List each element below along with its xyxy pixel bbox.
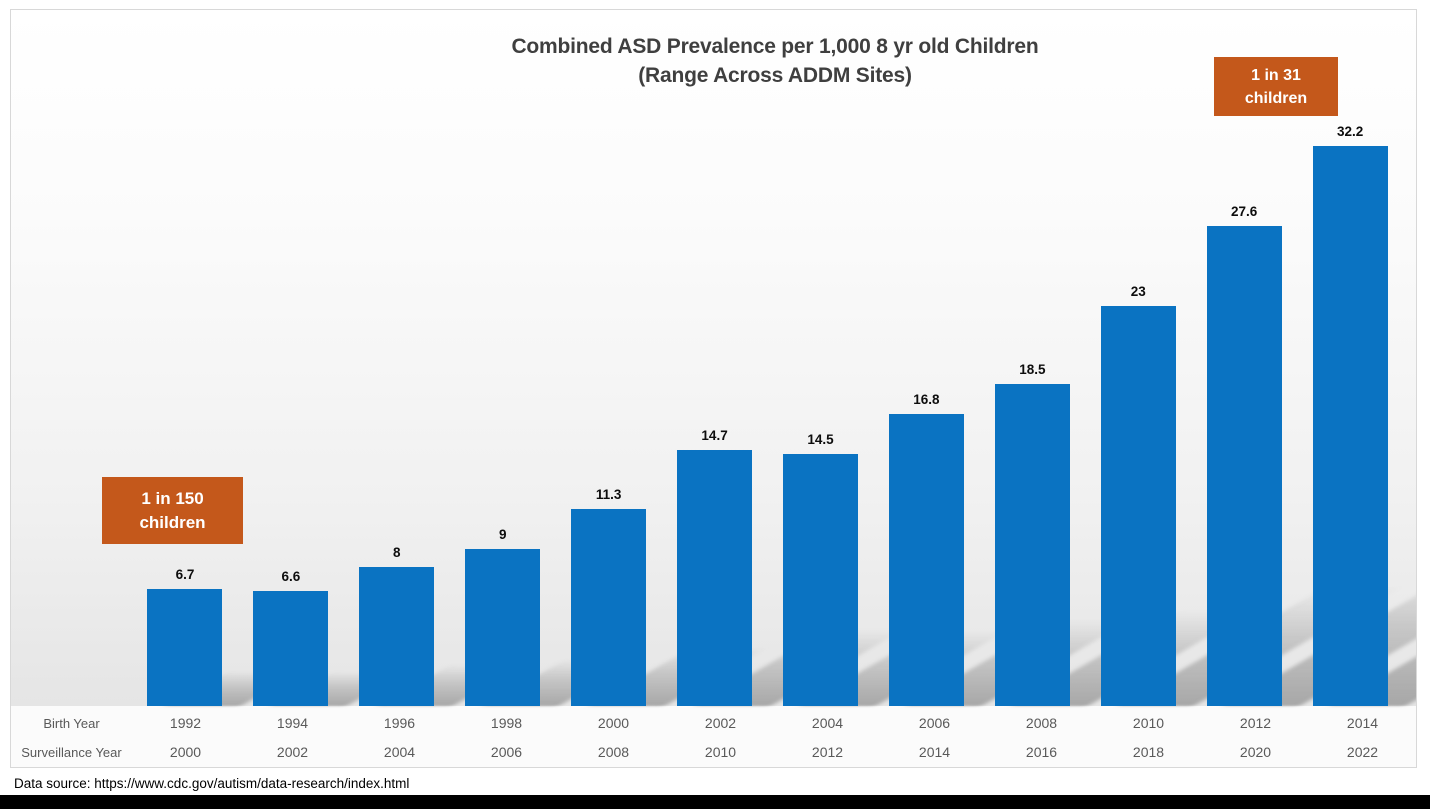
birth-year-row: Birth Year 1992 1994 1996 1998 2000 2002 2004 2… xyxy=(11,709,1416,737)
bar xyxy=(888,414,964,706)
surveillance-year-cell: 2006 xyxy=(490,744,523,760)
chart-title-line2: (Range Across ADDM Sites) xyxy=(638,64,912,87)
birth-year-cell: 2010 xyxy=(1132,715,1165,731)
bar-column: 8 xyxy=(344,10,526,706)
bar-value-label: 14.7 xyxy=(701,428,728,443)
surveillance-year-cell: 2016 xyxy=(1025,744,1058,760)
bar-column: 14.5 xyxy=(768,10,1008,706)
bar-value-label: 8 xyxy=(393,545,401,560)
birth-year-cell: 1994 xyxy=(276,715,309,731)
surveillance-year-cell: 2008 xyxy=(597,744,630,760)
bar-column: 32.2 xyxy=(1297,10,1416,706)
birth-year-cell: 2014 xyxy=(1346,715,1379,731)
bar xyxy=(1312,146,1388,706)
axis-table-background xyxy=(11,706,1416,767)
bar-value-label: 23 xyxy=(1130,284,1146,299)
bar-value-label: 27.6 xyxy=(1231,204,1258,219)
bar-column: 27.6 xyxy=(1191,10,1416,706)
bar xyxy=(994,384,1070,706)
callout-1-in-150: 1 in 150 children xyxy=(102,477,243,544)
bar-value-label: 6.6 xyxy=(281,569,301,584)
bar-value-label: 14.5 xyxy=(807,432,834,447)
bar xyxy=(1100,306,1176,706)
bar xyxy=(465,549,541,706)
bar-value-label: 16.8 xyxy=(913,392,940,407)
birth-year-cell: 2002 xyxy=(704,715,737,731)
birth-year-cell: 1992 xyxy=(169,715,202,731)
surveillance-year-row-label: Surveillance Year xyxy=(21,744,122,760)
birth-year-cells: 1992 1994 1996 1998 2000 2002 2004 2006 2008 2010… xyxy=(132,709,1416,737)
bar xyxy=(1206,226,1282,706)
bar xyxy=(677,450,753,706)
birth-year-cell: 2008 xyxy=(1025,715,1058,731)
birth-year-cell: 2006 xyxy=(918,715,951,731)
bar-column: 11.3 xyxy=(556,10,768,706)
callout-1-in-150-line1: 1 in 150 xyxy=(141,488,204,508)
birth-year-row-label: Birth Year xyxy=(43,715,100,731)
bar-column: 6.6 xyxy=(238,10,407,706)
chart-title-line1: Combined ASD Prevalence per 1,000 8 yr o… xyxy=(511,35,1039,58)
callout-1-in-31-line2: children xyxy=(1244,89,1308,107)
surveillance-year-cell: 2020 xyxy=(1239,744,1272,760)
bar-column: 23 xyxy=(1085,10,1403,706)
data-source-text: Data source: https://www.cdc.gov/autism/… xyxy=(14,776,410,791)
bar-value-label: 6.7 xyxy=(175,567,195,582)
birth-year-cell: 1998 xyxy=(490,715,523,731)
bar-value-label: 11.3 xyxy=(595,487,622,502)
surveillance-year-cell: 2010 xyxy=(704,744,737,760)
bar xyxy=(147,589,223,706)
callout-1-in-31: 1 in 31 children xyxy=(1214,57,1338,116)
bar-column: 18.5 xyxy=(979,10,1256,706)
surveillance-year-cells: 2000 2002 2004 2006 2008 2010 2012 2014 2016 2018… xyxy=(132,738,1416,766)
chart-title: Combined ASD Prevalence per 1,000 8 yr o… xyxy=(132,32,1416,90)
bottom-black-bar xyxy=(0,795,1430,809)
surveillance-year-cell: 2000 xyxy=(169,744,202,760)
bar-column: 9 xyxy=(450,10,641,706)
surveillance-year-row: Surveillance Year 2000 2002 2004 2006 2008 20… xyxy=(11,738,1416,766)
callout-1-in-150-line2: children xyxy=(139,512,206,532)
birth-year-cell: 2000 xyxy=(597,715,630,731)
callout-1-in-31-line1: 1 in 31 xyxy=(1251,66,1301,84)
chart-frame: Combined ASD Prevalence per 1,000 8 yr o… xyxy=(10,9,1417,768)
surveillance-year-cell: 2018 xyxy=(1132,744,1165,760)
surveillance-year-cell: 2014 xyxy=(918,744,951,760)
bar xyxy=(359,567,435,706)
surveillance-year-cell: 2002 xyxy=(276,744,309,760)
surveillance-year-cell: 2012 xyxy=(811,744,844,760)
birth-year-cell: 1996 xyxy=(383,715,416,731)
bar-column: 14.7 xyxy=(662,10,904,706)
surveillance-year-cell: 2004 xyxy=(383,744,416,760)
bar-value-label: 32.2 xyxy=(1336,124,1364,139)
birth-year-cell: 2012 xyxy=(1239,715,1272,731)
bar-column: 6.7 xyxy=(132,10,302,706)
bars-container: 6.7 6.6 8 9 11.3 14.7 14.5 16.8 18.5 23 27.6 32.2 xyxy=(132,10,1416,706)
birth-year-cell: 2004 xyxy=(811,715,844,731)
bar xyxy=(571,509,647,706)
bar xyxy=(782,454,858,706)
bar-value-label: 9 xyxy=(498,527,507,542)
surveillance-year-cell: 2022 xyxy=(1346,744,1379,760)
bar-column: 16.8 xyxy=(873,10,1135,706)
bar xyxy=(253,591,329,706)
bar-value-label: 18.5 xyxy=(1019,362,1046,377)
